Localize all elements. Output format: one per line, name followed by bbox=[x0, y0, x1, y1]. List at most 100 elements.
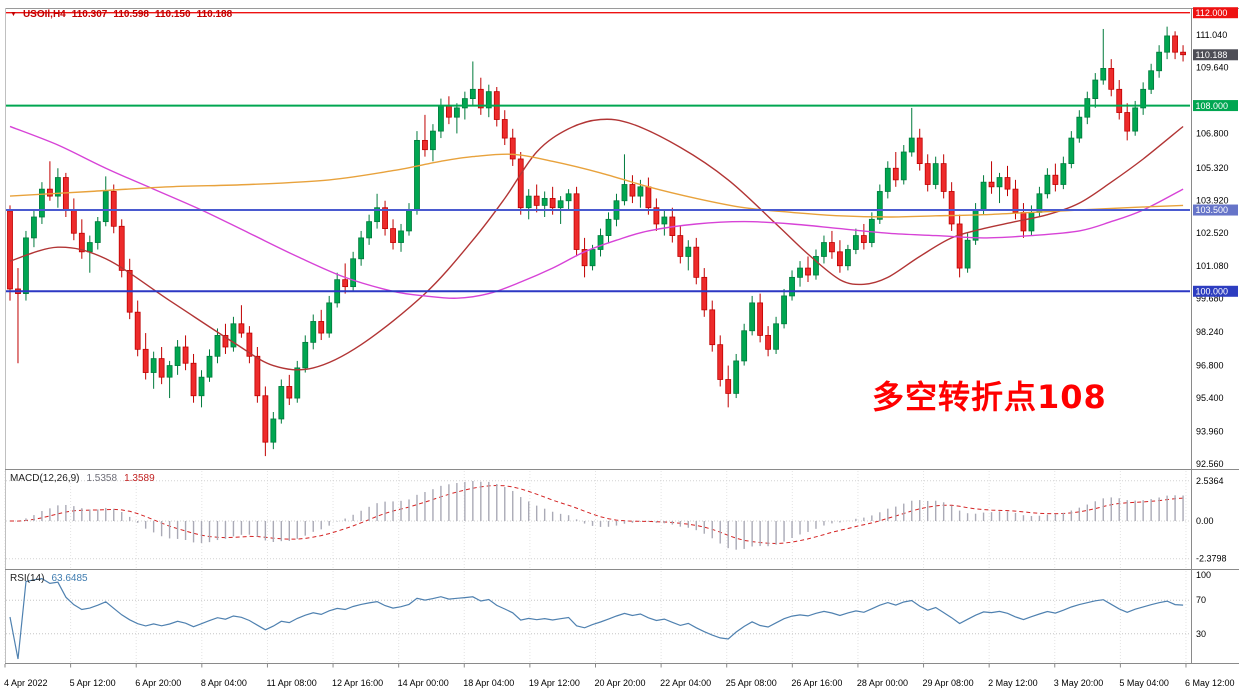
time-axis[interactable] bbox=[6, 664, 1240, 698]
price-grid-label: 98.240 bbox=[1196, 327, 1224, 337]
candle-body-down bbox=[1116, 88, 1123, 113]
price-axis[interactable] bbox=[1192, 8, 1240, 664]
candle-body-down bbox=[118, 225, 125, 271]
ma-magenta-line bbox=[9, 125, 1184, 299]
time-label: 11 Apr 08:00 bbox=[266, 678, 316, 688]
time-label: 26 Apr 16:00 bbox=[791, 678, 842, 688]
price-badge-text: 108.000 bbox=[1196, 101, 1229, 111]
candle-body-up bbox=[198, 376, 205, 397]
candle-body-up bbox=[685, 246, 692, 257]
candle-body-up bbox=[461, 98, 468, 109]
ma-darkred-line bbox=[9, 118, 1184, 371]
chart-annotation-text[interactable]: 多空转折点108 bbox=[872, 378, 1107, 416]
price-grid-label: 105.320 bbox=[1196, 163, 1229, 173]
candle-body-down bbox=[1004, 177, 1011, 190]
chart-title: ▼ USOIl,H4 110.307 110.598 110.150 110.1… bbox=[10, 9, 232, 20]
candle-body-up bbox=[621, 184, 628, 202]
rsi-value: 63.6485 bbox=[51, 573, 88, 584]
candle-body-down bbox=[262, 395, 269, 443]
time-label: 3 May 20:00 bbox=[1054, 678, 1104, 688]
candle-body-down bbox=[158, 358, 165, 378]
candle-body-down bbox=[318, 321, 325, 334]
panel-frame bbox=[5, 8, 1239, 664]
candle-body-down bbox=[916, 137, 923, 165]
candle-body-up bbox=[813, 256, 819, 276]
candle-body-down bbox=[190, 362, 197, 397]
macd-panel-canvas[interactable] bbox=[6, 470, 1191, 569]
candle-body-down bbox=[134, 311, 141, 350]
candle-body-up bbox=[214, 334, 221, 357]
time-label: 6 May 12:00 bbox=[1185, 678, 1235, 688]
price-grid-label: 99.680 bbox=[1196, 294, 1224, 304]
candle-body-up bbox=[350, 258, 357, 288]
time-label: 20 Apr 20:00 bbox=[594, 678, 645, 688]
candle-body-down bbox=[1052, 174, 1059, 185]
candle-body-up bbox=[398, 230, 404, 243]
candle-body-down bbox=[342, 279, 349, 288]
candle-body-up bbox=[661, 216, 668, 225]
candle-body-down bbox=[501, 119, 508, 139]
price-badge-text: 100.000 bbox=[1196, 286, 1229, 296]
candle-body-down bbox=[477, 88, 484, 109]
candle-body-up bbox=[1100, 68, 1107, 81]
price-badge-text: 112.000 bbox=[1196, 8, 1228, 18]
price-grid-label: 102.520 bbox=[1196, 228, 1229, 238]
ma-orange-line bbox=[9, 153, 1184, 218]
price-grid-label: 92.560 bbox=[1196, 459, 1224, 469]
time-label: 28 Apr 00:00 bbox=[857, 678, 908, 688]
price-grid-label: 101.080 bbox=[1196, 261, 1229, 271]
price-badges: 112.000 110.188 108.000 103.500 100.000 bbox=[1193, 7, 1238, 297]
candle-body-down bbox=[390, 228, 396, 243]
macd-name: MACD(12,26,9) bbox=[10, 473, 80, 484]
rsi-indicator-label: RSI(14) 63.6485 bbox=[10, 573, 88, 584]
time-label: 22 Apr 04:00 bbox=[660, 678, 711, 688]
candle-body-up bbox=[54, 177, 61, 197]
candle-body-up bbox=[908, 137, 915, 153]
candle-body-up bbox=[932, 163, 939, 185]
candle-body-down bbox=[142, 348, 149, 373]
candle-body-up bbox=[1060, 163, 1067, 185]
candle-body-up bbox=[525, 195, 532, 209]
price-grid-label: 111.040 bbox=[1196, 30, 1227, 40]
candle-body-up bbox=[31, 216, 37, 239]
rsi-axis-label: 30 bbox=[1196, 629, 1206, 639]
price-badge-text: 110.188 bbox=[1196, 50, 1228, 60]
candle-body-up bbox=[876, 191, 883, 220]
price-badge-103.500 bbox=[1193, 204, 1238, 216]
candle-body-down bbox=[238, 323, 245, 334]
price-grid-label: 103.920 bbox=[1196, 195, 1229, 205]
candle-body-up bbox=[884, 167, 891, 192]
candle-body-down bbox=[757, 302, 764, 336]
candle-body-up bbox=[605, 218, 612, 236]
time-label: 25 Apr 08:00 bbox=[726, 678, 777, 688]
candle-body-up bbox=[1132, 107, 1139, 132]
candle-body-down bbox=[254, 355, 261, 397]
candle-body-up bbox=[637, 186, 644, 197]
price-grid-label: 93.960 bbox=[1196, 426, 1224, 436]
candle-body-down bbox=[549, 198, 556, 209]
rsi-axis-label: 70 bbox=[1196, 595, 1206, 605]
time-label: 8 Apr 04:00 bbox=[201, 678, 247, 688]
candle-body-down bbox=[709, 309, 716, 346]
symbol-marker-icon: ▼ bbox=[10, 10, 17, 18]
main-chart-canvas[interactable] bbox=[6, 8, 1191, 469]
candle-body-up bbox=[469, 88, 476, 100]
candle-body-up bbox=[366, 221, 373, 239]
time-label: 19 Apr 12:00 bbox=[529, 678, 580, 688]
rsi-panel-canvas[interactable] bbox=[6, 570, 1191, 663]
candle-body-up bbox=[821, 242, 827, 257]
candle-body-up bbox=[565, 193, 572, 202]
candle-body-up bbox=[749, 302, 756, 332]
candle-body-down bbox=[653, 207, 660, 225]
candle-body-up bbox=[174, 346, 181, 366]
candle-body-up bbox=[964, 239, 971, 269]
candle-body-up bbox=[1068, 137, 1075, 165]
candle-body-up bbox=[900, 151, 907, 181]
candle-body-up bbox=[270, 418, 277, 443]
candle-body-down bbox=[382, 207, 388, 230]
candle-body-up bbox=[102, 191, 109, 223]
candle-body-down bbox=[629, 184, 636, 197]
candle-body-up bbox=[1164, 35, 1170, 53]
candle-body-down bbox=[1108, 68, 1115, 90]
